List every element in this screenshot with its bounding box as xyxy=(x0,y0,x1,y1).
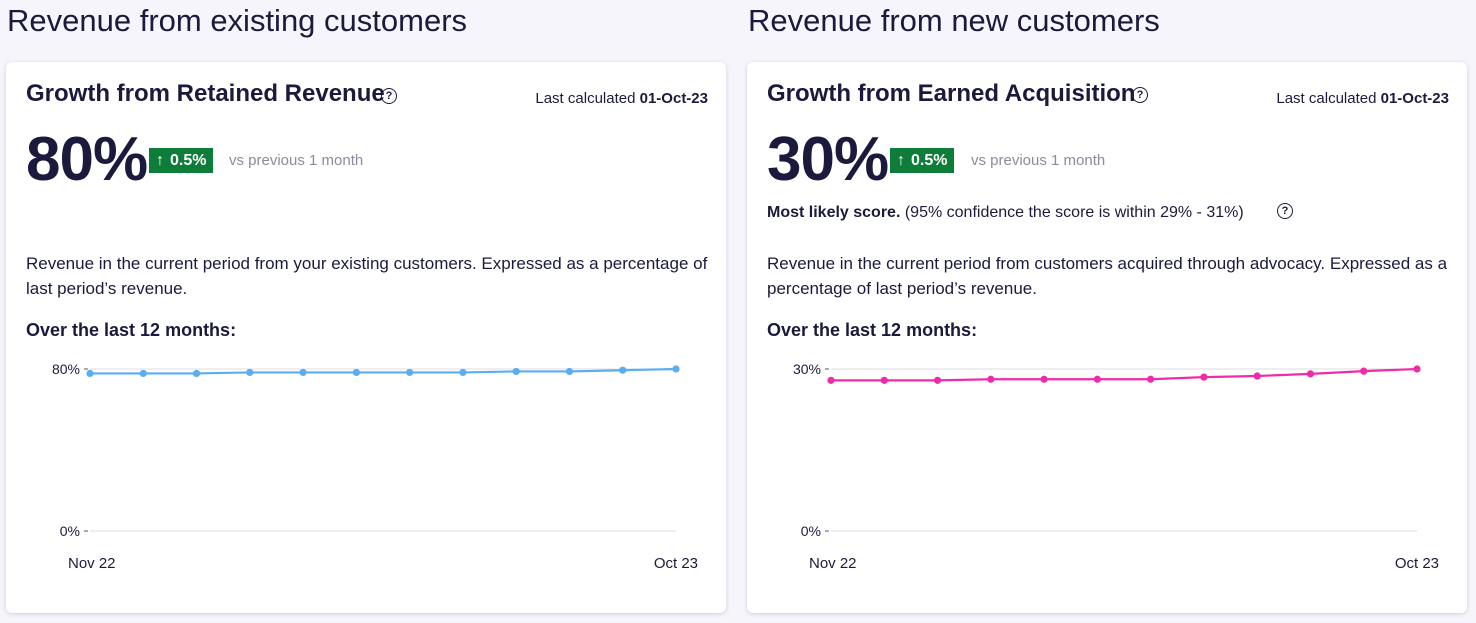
data-point xyxy=(987,375,995,383)
last-calculated-label: Last calculated xyxy=(1276,90,1377,107)
chart-heading: Over the last 12 months: xyxy=(26,320,237,340)
retained-revenue-line-chart: 80% 0% Nov 22 Oct 23 xyxy=(52,361,698,572)
last-calculated: Last calculated 01-Oct-23 xyxy=(535,90,708,107)
y-tick-label: 80% xyxy=(52,361,80,377)
change-value: 0.5% xyxy=(911,152,948,169)
question-circle-icon[interactable]: ? xyxy=(1277,203,1293,219)
comparison-text: vs previous 1 month xyxy=(971,152,1106,169)
last-calculated-date: 01-Oct-23 xyxy=(639,90,708,107)
question-circle-icon[interactable]: ? xyxy=(1132,87,1148,103)
card-description: Revenue in the current period from custo… xyxy=(767,254,1448,298)
data-point xyxy=(619,366,627,374)
last-calculated: Last calculated 01-Oct-23 xyxy=(1276,90,1449,107)
data-point xyxy=(139,369,147,378)
arrow-up-icon: ↑ xyxy=(897,152,905,169)
change-value: 0.5% xyxy=(170,152,207,169)
data-point xyxy=(1253,372,1261,380)
card-title: Growth from Retained Revenue xyxy=(26,80,385,107)
x-tick-label: Oct 23 xyxy=(1395,555,1439,572)
change-badge: ↑ 0.5% xyxy=(890,148,955,173)
last-calculated-date: 01-Oct-23 xyxy=(1380,90,1449,107)
data-point xyxy=(1040,375,1048,383)
data-point xyxy=(352,368,360,377)
data-point xyxy=(880,376,888,384)
score-value: 80% xyxy=(26,125,148,194)
retained-revenue-card: Growth from Retained Revenue ? Last calc… xyxy=(6,62,726,613)
most-likely-score: Most likely score. (95% confidence the s… xyxy=(767,204,1244,222)
data-point xyxy=(1306,370,1315,378)
data-point xyxy=(672,365,680,373)
arrow-up-icon: ↑ xyxy=(156,152,164,169)
data-point xyxy=(1200,373,1208,381)
confidence-text: (95% confidence the score is within 29% … xyxy=(904,204,1244,221)
change-badge: ↑ 0.5% xyxy=(149,148,214,173)
data-point xyxy=(246,368,254,377)
section-existing-customers: Revenue from existing customers Growth f… xyxy=(0,0,726,623)
card-description: Revenue in the current period from your … xyxy=(26,254,708,298)
earned-acquisition-line-chart: 30% 0% Nov 22 Oct 23 xyxy=(793,361,1439,572)
x-tick-label: Nov 22 xyxy=(68,555,116,572)
data-point xyxy=(1360,367,1368,375)
last-calculated-label: Last calculated xyxy=(535,90,636,107)
series-line xyxy=(831,367,1418,382)
y-tick-label: 0% xyxy=(801,523,821,539)
data-point xyxy=(406,368,414,377)
comparison-text: vs previous 1 month xyxy=(229,152,364,169)
most-likely-label: Most likely score. xyxy=(767,204,901,221)
data-point xyxy=(933,376,942,384)
score-value: 30% xyxy=(767,125,889,194)
data-point xyxy=(1093,375,1101,383)
section-new-customers: Revenue from new customers Growth from E… xyxy=(741,0,1467,623)
data-point xyxy=(299,368,307,377)
x-tick-label: Oct 23 xyxy=(654,555,698,572)
earned-acquisition-card: Growth from Earned Acquisition ? Last ca… xyxy=(747,62,1467,613)
card-title: Growth from Earned Acquisition xyxy=(767,80,1136,107)
data-point xyxy=(1413,365,1421,373)
section-heading: Revenue from existing customers xyxy=(7,3,468,38)
data-point xyxy=(512,367,520,376)
question-circle-icon[interactable]: ? xyxy=(381,88,397,104)
y-tick-label: 30% xyxy=(793,361,821,377)
data-point xyxy=(1147,375,1155,383)
section-heading: Revenue from new customers xyxy=(748,3,1160,38)
data-point xyxy=(192,369,201,378)
x-tick-label: Nov 22 xyxy=(809,555,857,572)
chart-heading: Over the last 12 months: xyxy=(767,320,978,340)
data-point xyxy=(86,369,94,378)
data-point xyxy=(565,367,574,376)
data-point xyxy=(459,368,467,377)
series-line xyxy=(90,367,677,375)
data-point xyxy=(827,376,835,384)
y-tick-label: 0% xyxy=(60,523,80,539)
